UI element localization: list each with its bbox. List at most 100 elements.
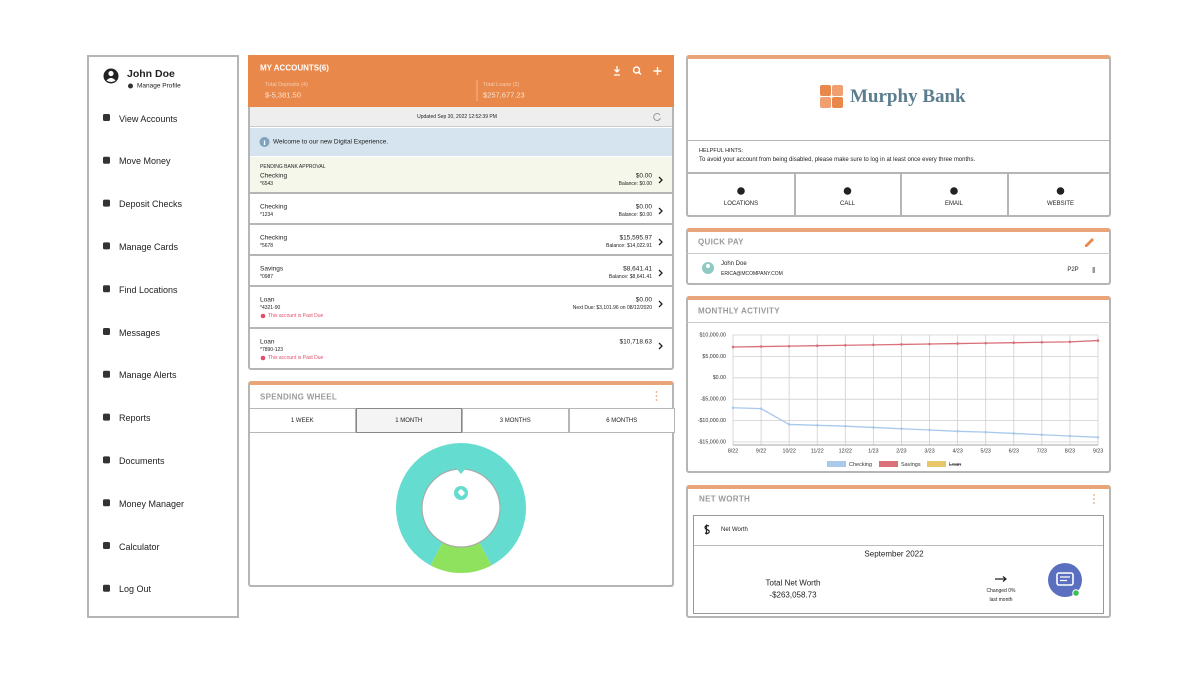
account-amount: $0.00 (635, 172, 652, 180)
menu-item[interactable]: Manage Cards (119, 241, 179, 252)
action-label[interactable]: EMAIL (944, 201, 964, 207)
tab[interactable] (568, 408, 675, 433)
activity-divider (687, 322, 1110, 323)
net-worth-period: September 2022 (864, 549, 924, 559)
account-name: Savings (260, 265, 284, 273)
account-number: *1234 (260, 212, 274, 218)
account-number: *5678 (260, 243, 274, 249)
bank-name: Murphy Bank (850, 86, 966, 107)
tab[interactable] (462, 408, 569, 433)
sidebar (87, 55, 239, 618)
net-worth-panel (686, 485, 1111, 618)
menu-item[interactable]: Move Money (119, 156, 171, 167)
menu-item[interactable]: Manage Alerts (119, 370, 177, 381)
account-row[interactable] (250, 256, 672, 286)
wheel-value: $290 (448, 518, 474, 530)
payee-email: ERICA@MCOMPANY.COM (721, 271, 783, 277)
spending-title: SPENDING WHEEL (260, 392, 338, 402)
account-row[interactable] (250, 194, 672, 224)
quick-pay-title: QUICK PAY (698, 237, 744, 247)
net-worth-label: Net Worth (721, 527, 748, 533)
account-warning: This account is Past Due (268, 313, 324, 319)
account-warning: This account is Past Due (268, 355, 324, 361)
row-separator (249, 285, 673, 287)
action-divider (1006, 174, 1009, 216)
account-amount: $8,641.41 (623, 265, 652, 273)
bank-divider (687, 172, 1110, 174)
user-name: John Doe (127, 68, 175, 80)
account-name: Loan (260, 296, 275, 304)
account-balance: Next Due: $3,101.96 on 08/12/2020 (572, 305, 652, 311)
tab[interactable] (249, 408, 356, 433)
account-row[interactable] (250, 225, 672, 255)
account-balance: Balance: $14,022.91 (606, 243, 652, 249)
action-label[interactable]: CALL (839, 201, 856, 207)
account-name: Checking (260, 172, 288, 180)
tab-label[interactable]: 1 WEEK (290, 418, 314, 424)
menu-item[interactable]: Money Manager (119, 498, 185, 509)
hint-text: To avoid your account from being disable… (699, 157, 976, 163)
account-balance: Balance: $8,641.41 (608, 274, 652, 280)
account-number: *6543 (260, 181, 274, 187)
tab[interactable] (355, 408, 462, 433)
tab-label[interactable]: 3 MONTHS (499, 418, 531, 424)
quick-pay-panel (686, 228, 1111, 285)
account-amount: $0.00 (635, 203, 652, 211)
wheel-label: No Tag (447, 505, 475, 515)
net-worth-title: NET WORTH (699, 494, 751, 504)
account-balance: Balance: $0.00 (618, 212, 652, 218)
account-name: Loan (260, 338, 275, 346)
quick-pay-divider (687, 253, 1110, 254)
account-amount: $10,718.63 (619, 338, 652, 346)
action-cell[interactable] (1008, 174, 1114, 216)
account-number: *0987 (260, 274, 274, 280)
chart-title: MONTHLY ACTIVITY (698, 306, 780, 316)
loans-label: Total Loans (2) (483, 82, 520, 88)
account-number: *7890-123 (260, 347, 284, 353)
activity-panel (686, 296, 1111, 473)
action-cell[interactable] (688, 174, 794, 216)
menu-item[interactable]: Find Locations (119, 284, 178, 295)
account-number: *4321-90 (260, 305, 281, 311)
welcome-bar (250, 128, 672, 156)
menu-item[interactable]: View Accounts (119, 113, 178, 124)
account-row[interactable] (250, 329, 672, 368)
action-label[interactable]: WEBSITE (1046, 201, 1075, 207)
menu-item[interactable]: Log Out (119, 584, 152, 595)
account-amount: $15,595.97 (619, 234, 652, 242)
tab-label[interactable]: 1 MONTH (395, 418, 423, 424)
action-label[interactable]: LOCATIONS (723, 201, 759, 207)
action-cell[interactable] (901, 174, 1007, 216)
account-name: Checking (260, 203, 288, 211)
payee-type: P2P (1067, 267, 1079, 273)
manage-profile[interactable]: Manage Profile (137, 82, 181, 90)
deposits-value: $-5,381.50 (265, 90, 301, 100)
account-balance: Balance: $0.00 (618, 181, 652, 187)
net-worth-divider (694, 545, 1103, 546)
menu-item[interactable]: Deposit Checks (119, 199, 183, 210)
loans-value: $257,677.23 (483, 90, 525, 100)
updated-text: Updated Sep 30, 2022 12:52:39 PM (417, 114, 497, 120)
total-label: Total Net Worth (765, 578, 821, 588)
pending-bg (250, 157, 672, 193)
hints-title: HELPFUL HINTS: (699, 148, 744, 154)
menu-item[interactable]: Documents (119, 455, 165, 466)
bank-panel (686, 55, 1111, 217)
account-row[interactable] (250, 165, 672, 193)
updated-bar (250, 107, 672, 127)
row-separator (249, 327, 673, 329)
row-separator (249, 223, 673, 225)
bank-divider (687, 140, 1110, 141)
action-divider (900, 174, 902, 216)
change-period: last month (989, 597, 1013, 603)
accounts-header (248, 55, 674, 107)
action-divider (793, 174, 796, 216)
account-name: Checking (260, 234, 288, 242)
action-cell[interactable] (795, 174, 901, 216)
tab-label[interactable]: 6 MONTHS (606, 418, 638, 424)
menu-item[interactable]: Calculator (119, 541, 160, 552)
payee-name[interactable]: John Doe (721, 261, 747, 267)
menu-item[interactable]: Reports (119, 413, 151, 424)
menu-item[interactable]: Messages (119, 327, 161, 338)
